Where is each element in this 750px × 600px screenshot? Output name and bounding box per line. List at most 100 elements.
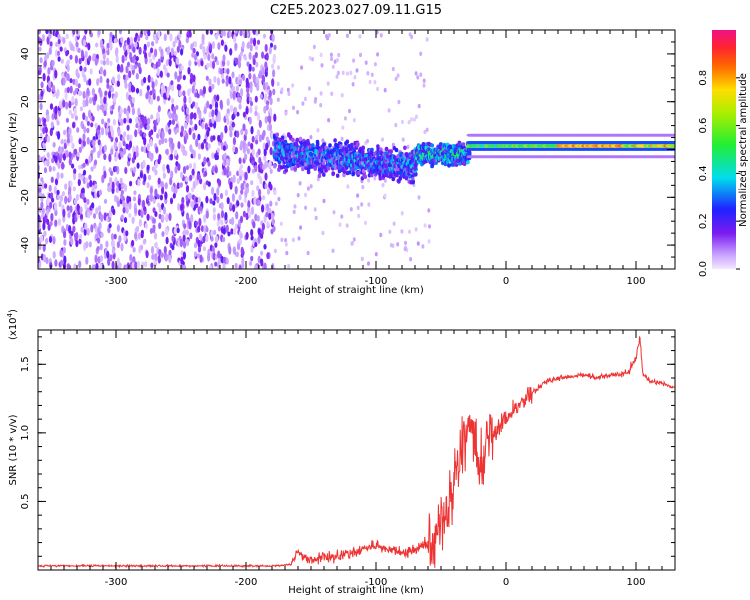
spectrogram-cell	[245, 212, 249, 221]
spectrogram-cell	[235, 251, 239, 258]
spectrogram-cell	[185, 36, 189, 44]
spectrogram-cell	[182, 147, 186, 156]
spectrogram-cell	[120, 152, 124, 159]
spectrogram-cell	[174, 71, 178, 80]
spectrogram-cell	[212, 252, 216, 261]
spectrogram-cell	[131, 239, 135, 247]
spectrogram-cell	[247, 165, 251, 174]
spectrogram-cell	[54, 49, 59, 58]
spectrogram-cell	[366, 71, 370, 76]
spectrogram-cell	[239, 30, 243, 37]
spectrogram-cell	[162, 206, 167, 215]
spectrogram-cell	[113, 233, 117, 240]
spectrogram-cell	[196, 172, 200, 181]
spectrogram-cell	[214, 153, 218, 161]
spectrogram-cell	[364, 60, 368, 65]
spectrogram-cell	[311, 143, 315, 148]
spectrogram-cell	[242, 74, 246, 81]
spectrogram-cell	[191, 52, 195, 58]
spectrogram-cell	[45, 237, 49, 245]
spectrogram-cell	[148, 174, 152, 181]
spectrogram-cell	[207, 53, 211, 61]
spectrogram-cell	[254, 95, 258, 103]
spectrogram-cell	[430, 143, 435, 148]
spectrogram-cell	[224, 189, 228, 197]
spectrogram-cell	[223, 68, 227, 74]
spectrogram-cell	[249, 44, 253, 52]
snr-y-tick-label: 0.5	[20, 493, 31, 509]
spectrogram-cell	[149, 186, 153, 195]
spectrogram-cell	[341, 70, 345, 76]
spectrogram-cell	[99, 243, 103, 251]
spectrogram-cell	[49, 221, 53, 227]
spectrogram-cell	[38, 30, 41, 35]
spectrogram-cell	[400, 229, 404, 234]
spectrogram-cell	[206, 129, 210, 137]
spectrogram-cell	[360, 256, 364, 262]
spectrogram-cell	[263, 262, 267, 269]
spectrogram-cell	[238, 157, 242, 165]
spectrogram-cell	[111, 104, 115, 110]
spectrogram-cell	[214, 101, 219, 110]
spectrogram-cell	[118, 30, 123, 35]
spectrogram-cell	[422, 83, 426, 88]
spectrogram-cell	[79, 106, 83, 112]
spectrogram-cell	[207, 252, 211, 262]
spectrogram-cell	[166, 164, 170, 170]
spectrogram-x-tick-label: -300	[105, 276, 128, 287]
spectrogram-cell	[164, 182, 168, 190]
spectrogram-cell	[368, 79, 372, 85]
spectrogram-cell	[128, 70, 132, 79]
spectrogram-cell	[271, 63, 275, 69]
spectrogram-cell	[168, 128, 172, 135]
spectrogram-cell	[220, 202, 224, 211]
spectrogram-cell	[202, 86, 206, 95]
spectrogram-cell	[154, 211, 158, 218]
spectrogram-cell	[89, 68, 93, 75]
spectrogram-cell	[65, 149, 69, 158]
spectrogram-cell	[180, 171, 184, 179]
spectrogram-cell	[137, 35, 141, 42]
spectrogram-cell	[345, 71, 349, 76]
spectrogram-cell	[171, 244, 175, 251]
spectrogram-cell	[309, 135, 313, 140]
spectrogram-cell	[79, 213, 84, 220]
spectrogram-cell	[115, 55, 119, 64]
spectrogram-cell	[54, 178, 59, 186]
spectrogram-cell	[110, 170, 114, 176]
spectrogram-cell	[56, 120, 60, 126]
spectrogram-cell	[108, 131, 112, 139]
spectrogram-cell	[78, 238, 82, 245]
spectrogram-cell	[231, 216, 235, 226]
spectrogram-cell	[128, 140, 133, 149]
spectrogram-cell	[82, 39, 87, 47]
spectrogram-cell	[280, 87, 284, 92]
spectrogram-cell	[254, 213, 258, 222]
spectrogram-cell	[52, 250, 56, 259]
spectrogram-cell	[43, 230, 47, 237]
spectrogram-cell	[236, 242, 241, 251]
spectrogram-cell	[165, 59, 169, 66]
spectrogram-cell	[78, 57, 82, 65]
spectrogram-cell	[338, 222, 342, 227]
spectrogram-cell	[100, 59, 104, 65]
spectrogram-cell	[191, 186, 195, 193]
spectrogram-cell	[202, 235, 206, 244]
spectrogram-cell	[69, 205, 73, 214]
spectrogram-cell	[39, 57, 43, 64]
spectrogram-cell	[63, 239, 67, 246]
spectrogram-cell	[168, 137, 172, 143]
spectrogram-cell	[68, 193, 72, 202]
spectrogram-cell	[152, 217, 156, 224]
spectrogram-cell	[155, 146, 159, 154]
spectrogram-cell	[133, 166, 137, 174]
spectrogram-cell	[357, 213, 361, 219]
spectrogram-cell	[75, 41, 79, 48]
spectrogram-cell	[447, 163, 451, 168]
spectrogram-cell	[207, 181, 211, 187]
spectrogram-cell	[314, 215, 318, 221]
spectrogram-cell	[249, 81, 253, 89]
spectrogram-cell	[347, 144, 351, 149]
spectrogram-cell	[87, 42, 91, 51]
spectrogram-cell	[63, 255, 67, 265]
